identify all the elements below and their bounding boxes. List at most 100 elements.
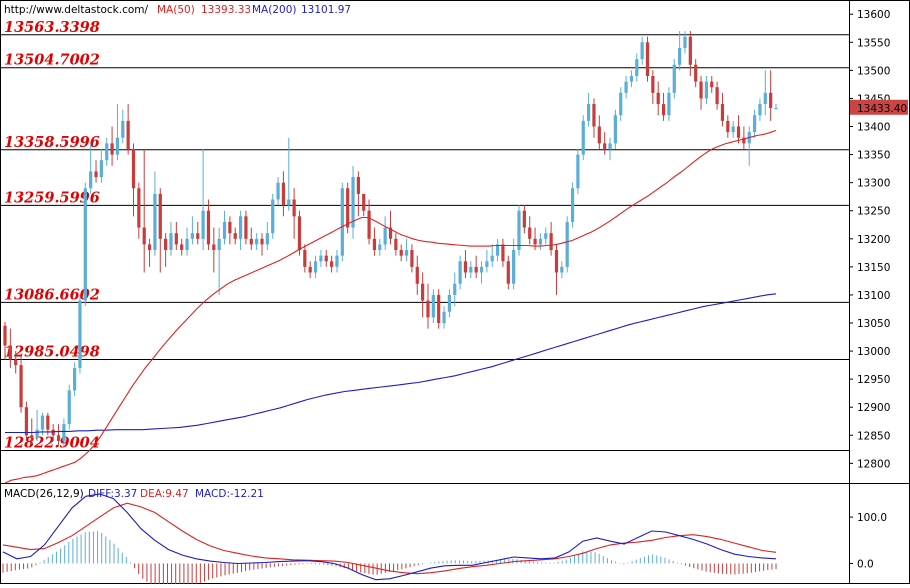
candle-body (147, 244, 152, 251)
candle-body (201, 210, 205, 239)
ma200-line (5, 293, 777, 434)
macd-title: MACD(26,12,9) (4, 488, 84, 500)
candle-body (619, 92, 623, 116)
candle-body (72, 367, 77, 391)
last-price-tag (850, 99, 908, 115)
candle-body (463, 261, 468, 273)
candle-body (458, 261, 462, 284)
y-tick-label: 13050 (857, 318, 890, 330)
candle-body (362, 193, 366, 211)
candle-body (164, 238, 168, 251)
candle-body (110, 143, 114, 155)
macd-y-tick-label: 100.0 (857, 512, 887, 524)
ma200-legend-value: 13101.97 (301, 4, 351, 16)
candle-body (415, 266, 419, 284)
candle-body (24, 407, 29, 436)
candle-body (635, 59, 639, 76)
candle-body (522, 210, 526, 228)
y-tick-label: 13500 (857, 65, 890, 77)
level-label: 13259.5996 (4, 189, 100, 206)
candle-body (608, 143, 612, 149)
candle-body (613, 115, 617, 144)
candle-body (46, 415, 50, 430)
candle-body (388, 227, 393, 239)
candle-body (560, 266, 564, 273)
candle-body (19, 365, 23, 408)
candle-body (688, 36, 692, 65)
y-tick-label: 13200 (857, 234, 890, 246)
candle-body (544, 233, 548, 239)
candle-body (281, 182, 286, 206)
candle-body (30, 435, 34, 439)
candle-body (383, 227, 387, 245)
candle-body (212, 244, 216, 251)
candle-body (276, 182, 280, 200)
candle-body (131, 148, 136, 189)
y-tick-label: 13100 (857, 290, 890, 302)
candle-body (442, 311, 446, 323)
candle-body (335, 255, 339, 267)
candle-body (228, 221, 232, 234)
candle-body (303, 250, 307, 267)
candle-body (115, 137, 120, 155)
candle-body (453, 283, 457, 295)
candle-body (640, 42, 644, 60)
candle-body (656, 92, 660, 105)
candle-body (14, 359, 18, 366)
candle-body (105, 143, 109, 161)
candle-body (287, 199, 291, 206)
macd-macd-label: MACD:-12.21 (195, 488, 264, 500)
candle-body (431, 294, 435, 318)
candle-body (56, 435, 61, 441)
candle-body (597, 126, 601, 144)
candle-body (447, 294, 452, 312)
candle-body (774, 107, 778, 109)
ma200-legend-label: MA(200) (252, 4, 296, 16)
candle-body (426, 300, 430, 318)
candle-body (661, 104, 666, 116)
candle-body (570, 188, 575, 222)
candle-body (292, 199, 296, 217)
level-label: 13504.7002 (4, 52, 100, 69)
candle-body (683, 36, 687, 48)
candle-body (469, 266, 473, 273)
macd-diff-label: DIFF:3.37 (88, 488, 137, 500)
candle-body (437, 294, 441, 323)
candle-body (158, 193, 162, 239)
candle-body (758, 104, 762, 116)
candle-body (704, 81, 709, 99)
candle-body (479, 266, 484, 273)
ma50-legend-label: MA(50) (157, 4, 195, 16)
ma50-legend-value: 13393.33 (201, 4, 251, 16)
candle-body (533, 238, 537, 245)
candle-body (517, 210, 521, 251)
candle-body (356, 177, 360, 194)
candle-body (185, 238, 189, 251)
candle-body (94, 171, 98, 178)
candle-body (260, 238, 264, 245)
candle-body (8, 345, 12, 360)
y-tick-label: 13000 (857, 346, 890, 358)
candle-body (180, 244, 184, 251)
candle-body (83, 188, 87, 301)
source-url: http://www.deltastock.com/ (4, 4, 149, 16)
candle-body (271, 199, 275, 234)
candle-body (62, 424, 66, 441)
candle-body (495, 244, 500, 256)
candle-body (501, 244, 505, 262)
candle-body (410, 250, 414, 267)
candle-body (678, 47, 682, 65)
candle-body (404, 250, 409, 256)
y-tick-label: 13300 (857, 178, 890, 190)
candle-body (372, 238, 377, 251)
candle-body (720, 104, 725, 121)
candle-body (672, 64, 676, 93)
candle-body (51, 429, 55, 436)
candle-body (694, 64, 698, 82)
level-label: 12985.0498 (4, 343, 100, 360)
candle-body (99, 160, 103, 178)
candle-body (699, 81, 703, 99)
y-tick-label: 13150 (857, 262, 890, 274)
candle-body (726, 120, 730, 133)
